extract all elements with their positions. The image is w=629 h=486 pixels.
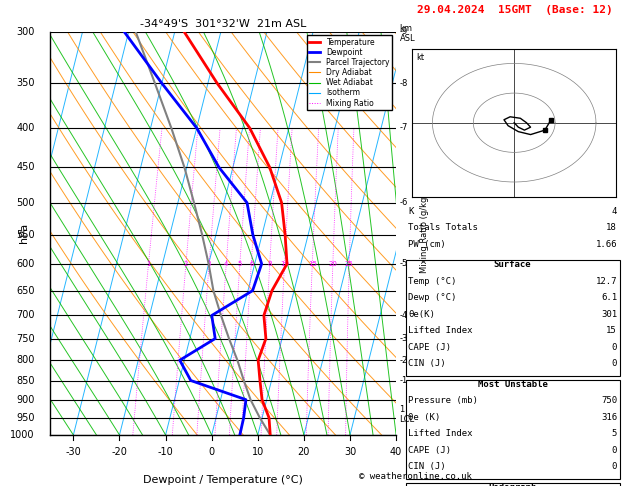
Text: 0: 0 [611, 446, 617, 455]
Text: -10: -10 [158, 447, 174, 457]
Text: 5: 5 [611, 429, 617, 438]
Text: -20: -20 [111, 447, 128, 457]
Text: 4: 4 [611, 207, 617, 216]
Legend: Temperature, Dewpoint, Parcel Trajectory, Dry Adiabat, Wet Adiabat, Isotherm, Mi: Temperature, Dewpoint, Parcel Trajectory… [307, 35, 392, 110]
Text: Hodograph: Hodograph [489, 483, 537, 486]
Text: 4: 4 [224, 261, 228, 267]
Text: 18: 18 [606, 223, 617, 232]
Text: Temp (°C): Temp (°C) [408, 277, 457, 286]
Text: 750: 750 [601, 396, 617, 405]
Text: -5: -5 [399, 260, 408, 268]
Text: 29.04.2024  15GMT  (Base: 12): 29.04.2024 15GMT (Base: 12) [417, 5, 613, 16]
Text: -1: -1 [399, 376, 408, 385]
Text: -7: -7 [399, 123, 408, 133]
Text: 8: 8 [267, 261, 272, 267]
Text: Dewp (°C): Dewp (°C) [408, 293, 457, 302]
Text: Dewpoint / Temperature (°C): Dewpoint / Temperature (°C) [143, 475, 303, 486]
Text: 0: 0 [611, 343, 617, 352]
Text: 2: 2 [184, 261, 188, 267]
Text: 25: 25 [345, 261, 353, 267]
Text: 400: 400 [16, 123, 35, 133]
Text: 301: 301 [601, 310, 617, 319]
Text: 450: 450 [16, 162, 35, 173]
Text: -2: -2 [399, 356, 408, 364]
Text: 20: 20 [328, 261, 337, 267]
Text: 1.66: 1.66 [596, 240, 617, 249]
Text: CIN (J): CIN (J) [408, 359, 446, 368]
Text: 550: 550 [16, 230, 35, 240]
Text: θe (K): θe (K) [408, 413, 440, 422]
Text: -6: -6 [399, 198, 408, 207]
Text: -8: -8 [399, 79, 408, 88]
Text: PW (cm): PW (cm) [408, 240, 446, 249]
Text: Totals Totals: Totals Totals [408, 223, 478, 232]
Text: 800: 800 [16, 355, 35, 365]
Text: Surface: Surface [494, 260, 532, 269]
Text: 0: 0 [611, 462, 617, 471]
Text: 6: 6 [249, 261, 253, 267]
Text: -9: -9 [399, 27, 408, 36]
Text: 1000: 1000 [10, 430, 35, 440]
Text: 6.1: 6.1 [601, 293, 617, 302]
Text: kt: kt [416, 53, 424, 62]
Text: Lifted Index: Lifted Index [408, 326, 473, 335]
Text: -3: -3 [399, 334, 408, 343]
Text: 650: 650 [16, 286, 35, 295]
Text: 12.7: 12.7 [596, 277, 617, 286]
Text: 350: 350 [16, 78, 35, 88]
Text: 500: 500 [16, 198, 35, 208]
Text: 300: 300 [16, 27, 35, 36]
Text: CAPE (J): CAPE (J) [408, 446, 451, 455]
Text: 3: 3 [207, 261, 211, 267]
Text: 850: 850 [16, 376, 35, 385]
Text: 10: 10 [280, 261, 289, 267]
Text: CAPE (J): CAPE (J) [408, 343, 451, 352]
Text: 900: 900 [16, 395, 35, 405]
Text: Most Unstable: Most Unstable [477, 380, 548, 389]
Text: 40: 40 [390, 447, 402, 457]
Text: 1
LCL: 1 LCL [399, 404, 415, 424]
Title: -34°49'S  301°32'W  21m ASL: -34°49'S 301°32'W 21m ASL [140, 19, 306, 30]
Text: 5: 5 [238, 261, 242, 267]
Text: θe(K): θe(K) [408, 310, 435, 319]
Text: 30: 30 [344, 447, 356, 457]
Text: 20: 20 [298, 447, 310, 457]
Text: km
ASL: km ASL [399, 23, 415, 43]
Text: 600: 600 [16, 259, 35, 269]
Text: CIN (J): CIN (J) [408, 462, 446, 471]
Text: 700: 700 [16, 311, 35, 320]
Text: -4: -4 [399, 311, 408, 320]
Text: 0: 0 [209, 447, 214, 457]
Text: hPa: hPa [19, 223, 30, 243]
Text: 950: 950 [16, 413, 35, 423]
Text: 750: 750 [16, 333, 35, 344]
Text: Mixing Ratio (g/kg): Mixing Ratio (g/kg) [420, 193, 430, 273]
Text: K: K [408, 207, 414, 216]
Text: Pressure (mb): Pressure (mb) [408, 396, 478, 405]
Text: 10: 10 [252, 447, 264, 457]
Text: 0: 0 [611, 359, 617, 368]
Text: Lifted Index: Lifted Index [408, 429, 473, 438]
Text: 1: 1 [147, 261, 151, 267]
Text: © weatheronline.co.uk: © weatheronline.co.uk [359, 472, 472, 481]
Text: 15: 15 [606, 326, 617, 335]
Text: -30: -30 [65, 447, 81, 457]
Text: 316: 316 [601, 413, 617, 422]
Text: 15: 15 [308, 261, 317, 267]
